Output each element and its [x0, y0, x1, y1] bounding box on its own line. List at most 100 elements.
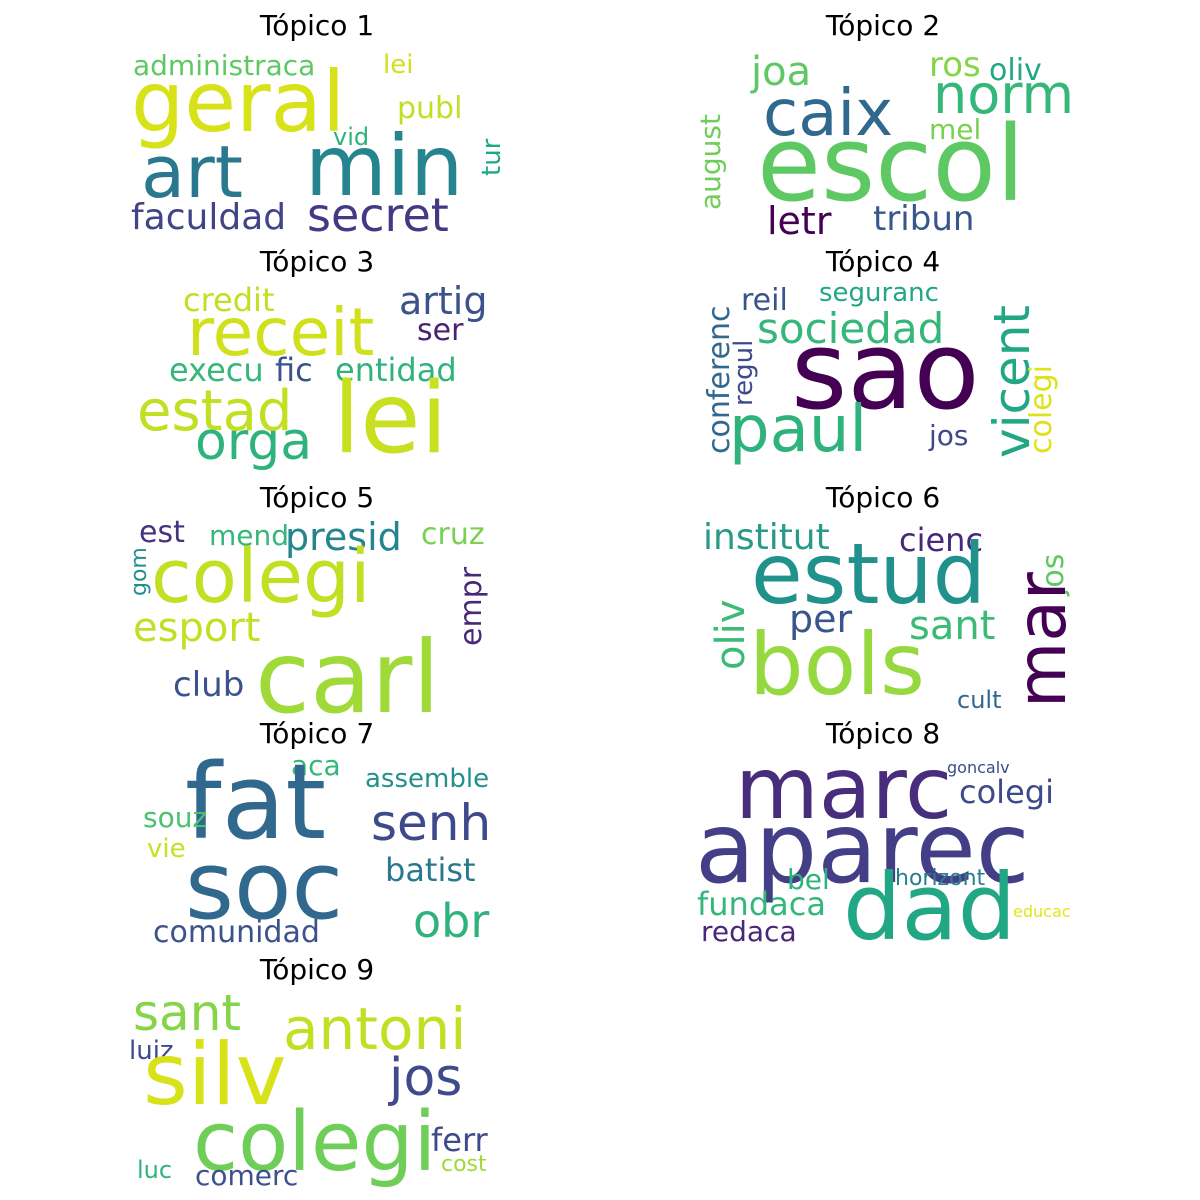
cloud-word: esport [133, 605, 261, 651]
cloud-word: fat [185, 741, 327, 863]
cloud-word: horizont [895, 866, 986, 891]
cloud-word: educac [1013, 902, 1071, 921]
cloud-word: fundaca [697, 885, 826, 923]
cloud-word: seguranc [819, 278, 939, 308]
cloud-word: cost [441, 1152, 487, 1177]
cloud-word: publ [397, 91, 463, 126]
word-cloud: credit artig receit ser execu fic entida… [127, 282, 507, 478]
word-cloud: sant antoni luiz silv jos colegi ferr lu… [127, 988, 507, 1190]
cloud-word: oliv [989, 53, 1042, 88]
cloud-word: comerc [195, 1159, 299, 1192]
topic-title: Tópico 1 [259, 9, 375, 42]
topic-title: Tópico 3 [259, 245, 375, 278]
cloud-word: lei [333, 362, 448, 476]
cloud-word: luc [137, 1156, 173, 1184]
cloud-word: luiz [129, 1036, 174, 1066]
topic-6-panel: Tópico 6 institut cienc jos oliv estud p… [693, 482, 1082, 724]
cloud-word: jos [929, 419, 969, 452]
cloud-word: carl [255, 619, 441, 736]
cloud-word: assemble [365, 764, 490, 794]
topic-title: Tópico 4 [825, 245, 941, 278]
cloud-word: lei [383, 50, 414, 80]
cloud-word: colegi [959, 773, 1054, 811]
cloud-word: sao [791, 309, 980, 434]
cloud-word: empr [454, 566, 489, 646]
cloud-word: execu [169, 351, 264, 389]
cloud-word: jos [389, 1048, 463, 1108]
cloud-word: geral [131, 53, 346, 151]
cloud-word: cruz [421, 517, 485, 552]
cloud-word: mel [929, 113, 982, 146]
word-cloud: institut cienc jos oliv estud per sant m… [693, 520, 1082, 715]
topic-2-panel: Tópico 2 joa ros oliv caix norm mel augu… [693, 10, 1075, 252]
cloud-word: souz [143, 801, 208, 834]
word-cloud: marc goncalv colegi aparec bel horizont … [693, 746, 1073, 954]
topic-8-panel: Tópico 8 marc goncalv colegi aparec bel … [693, 718, 1073, 960]
cloud-word: oliv [708, 599, 754, 670]
cloud-word: aparec [695, 792, 1030, 906]
cloud-word: paul [729, 393, 868, 467]
cloud-word: administraca [133, 49, 316, 82]
cloud-word: orga [195, 412, 313, 472]
cloud-word: club [173, 665, 245, 705]
cloud-word: ros [929, 45, 981, 85]
cloud-word: cienc [899, 521, 984, 559]
topic-title: Tópico 5 [259, 481, 375, 514]
cloud-word: fic [275, 351, 313, 389]
cloud-word: gom [127, 547, 152, 596]
word-cloud: est mend presid cruz gom colegi empr esp… [127, 518, 507, 728]
cloud-word: mend [209, 519, 290, 552]
cloud-word: tribun [873, 199, 975, 239]
cloud-word: caix [763, 77, 894, 151]
cloud-word: tur [477, 138, 507, 176]
cloud-word: artig [399, 279, 488, 323]
cloud-word: antoni [283, 995, 467, 1063]
cloud-word: sociedad [757, 304, 945, 353]
cloud-word: faculdad [131, 197, 287, 238]
topic-title: Tópico 9 [259, 953, 375, 986]
cloud-word: obr [413, 894, 490, 948]
cloud-word: dad [843, 854, 1017, 961]
cloud-word: escol [757, 103, 1025, 225]
cloud-word: redaca [701, 915, 797, 948]
cloud-word: mar [1003, 572, 1082, 708]
cloud-word: secret [307, 188, 449, 242]
cloud-word: estud [751, 525, 986, 623]
cloud-word: joa [751, 49, 812, 95]
cloud-word: reil [741, 283, 788, 318]
topic-title: Tópico 6 [825, 481, 941, 514]
cloud-word: sant [909, 603, 996, 649]
topic-9-panel: Tópico 9 sant antoni luiz silv jos coleg… [127, 954, 507, 1196]
cloud-word: norm [933, 63, 1075, 126]
cloud-word: art [141, 130, 243, 214]
cloud-word: colegi [193, 1095, 437, 1190]
word-cloud: joa ros oliv caix norm mel august escol … [693, 48, 1075, 243]
cloud-word: entidad [335, 351, 457, 389]
topic-4-panel: Tópico 4 reil seguranc conferenc regul s… [693, 246, 1073, 488]
cloud-word: vie [147, 834, 186, 864]
cloud-word: vid [333, 123, 370, 151]
cloud-word: batist [385, 851, 476, 889]
topic-1-panel: Tópico 1 administraca lei geral publ vid… [127, 10, 507, 252]
topic-3-panel: Tópico 3 credit artig receit ser execu f… [127, 246, 507, 488]
cloud-word: presid [285, 515, 402, 559]
cloud-word: institut [703, 517, 830, 558]
cloud-word: bel [787, 863, 830, 896]
cloud-word: august [694, 114, 727, 210]
cloud-word: senh [371, 794, 492, 852]
word-cloud: administraca lei geral publ vid tur art … [127, 52, 507, 242]
topic-title: Tópico 2 [825, 9, 941, 42]
cloud-word: estad [137, 379, 293, 444]
cloud-word: aca [291, 749, 341, 782]
cloud-word: goncalv [947, 758, 1010, 777]
cloud-word: cult [957, 686, 1002, 714]
cloud-word: receit [187, 294, 375, 371]
cloud-word: letr [767, 199, 832, 243]
cloud-word: bols [749, 615, 925, 715]
cloud-word: colegi [151, 534, 371, 620]
cloud-word: per [789, 597, 853, 641]
topic-7-panel: Tópico 7 aca assemble fat souz senh vie … [127, 718, 507, 960]
cloud-word: marc [735, 739, 953, 839]
cloud-word: silv [143, 1025, 287, 1125]
cloud-word: colegi [1024, 364, 1059, 454]
